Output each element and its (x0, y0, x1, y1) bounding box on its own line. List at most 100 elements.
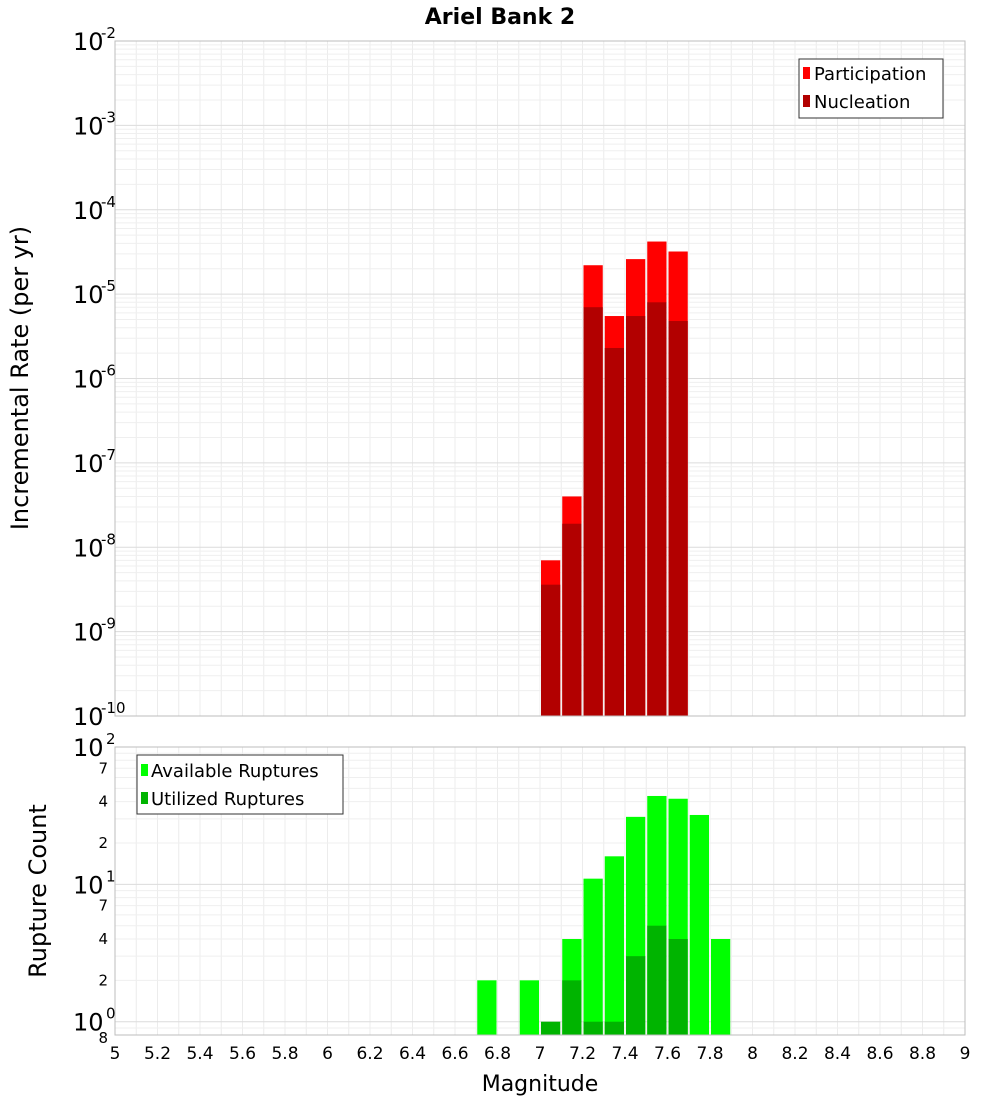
rate-grid (114, 41, 966, 717)
rate-y-tick-label: 10 (73, 534, 104, 562)
chart-title: Ariel Bank 2 (425, 5, 575, 30)
x-tick-label: 6.4 (399, 1044, 426, 1064)
rate-y-tick-label: 10 (73, 450, 104, 478)
x-tick-label: 5.8 (271, 1044, 298, 1064)
legend-label-utilized-ruptures: Utilized Ruptures (151, 789, 304, 810)
rate-y-tick-exponent: -10 (101, 699, 126, 717)
utilized-ruptures-bar (583, 1021, 603, 1035)
utilized-ruptures-bar (647, 925, 667, 1035)
x-tick-label: 7.4 (611, 1044, 638, 1064)
rate-y-tick-exponent: -3 (101, 108, 116, 126)
rate-bars (541, 241, 688, 717)
nucleation-bar (541, 584, 561, 716)
rate-y-tick-label: 10 (73, 619, 104, 647)
legend-swatch-available-ruptures (141, 764, 148, 776)
nucleation-bar (668, 321, 688, 716)
legend-swatch-utilized-ruptures (141, 792, 148, 804)
x-axis-label: Magnitude (482, 1072, 599, 1097)
rate-y-tick-label: 10 (73, 366, 104, 394)
nucleation-bar (626, 316, 646, 716)
available-ruptures-bar (519, 980, 539, 1035)
x-tick-label: 9 (960, 1044, 971, 1064)
x-tick-label: 6 (322, 1044, 333, 1064)
legend-swatch-nucleation (803, 95, 810, 107)
legend-swatch-participation (803, 67, 810, 79)
rate-y-tick-label: 10 (73, 703, 104, 731)
rate-legend-box (798, 58, 944, 119)
count-grid (114, 747, 966, 1036)
x-tick-label: 6.6 (441, 1044, 468, 1064)
utilized-ruptures-bar (541, 1021, 561, 1035)
rate-y-tick-label: 10 (73, 28, 104, 56)
available-ruptures-bar (583, 878, 603, 1035)
x-tick-label: 8.2 (781, 1044, 808, 1064)
count-legend: Available Ruptures Utilized Ruptures (136, 754, 344, 815)
rate-legend: Participation Nucleation (798, 58, 944, 119)
count-y-minor-tick-label: 4 (98, 930, 108, 948)
nucleation-bar (583, 307, 603, 716)
x-tick-label: 7.8 (696, 1044, 723, 1064)
x-tick-label: 7 (535, 1044, 546, 1064)
count-y-axis-label: Rupture Count (24, 804, 52, 978)
legend-label-available-ruptures: Available Ruptures (151, 761, 319, 782)
count-y-minor-tick-label: 2 (98, 834, 108, 852)
count-y-tick-label: 10 (73, 1009, 104, 1037)
rate-y-tick-exponent: -9 (101, 615, 116, 633)
count-y-minor-tick-label: 7 (98, 759, 108, 777)
rate-plot-frame (114, 40, 966, 717)
nucleation-bar (562, 523, 582, 716)
available-ruptures-bar (689, 814, 709, 1035)
rate-y-tick-exponent: -8 (101, 530, 116, 548)
nucleation-bar (647, 302, 667, 716)
x-tick-label: 8 (747, 1044, 758, 1064)
magnitude-x-ticks: 5 5.2 5.4 5.6 5.8 6 6.2 6.4 6.6 6.8 7 7.2 7.4 7.6 7.8 8… (110, 1044, 971, 1064)
count-y-minor-tick-label: 8 (98, 1029, 108, 1047)
available-ruptures-bar (711, 939, 731, 1035)
count-y-minor-tick-label: 2 (98, 971, 108, 989)
count-y-minor-tick-label: 4 (98, 793, 108, 811)
utilized-ruptures-bar (562, 980, 582, 1035)
count-y-tick-exponent: 1 (106, 867, 116, 885)
x-tick-label: 5.2 (144, 1044, 171, 1064)
rate-y-tick-exponent: -5 (101, 277, 116, 295)
x-tick-label: 8.8 (909, 1044, 936, 1064)
x-tick-label: 8.4 (824, 1044, 851, 1064)
utilized-ruptures-bar (626, 956, 646, 1035)
available-ruptures-bar (604, 856, 624, 1035)
count-y-tick-label: 10 (73, 871, 104, 899)
rate-y-axis-label: Incremental Rate (per yr) (6, 226, 34, 530)
rate-y-tick-exponent: -6 (101, 362, 116, 380)
legend-label-participation: Participation (814, 64, 926, 85)
x-tick-label: 6.8 (484, 1044, 511, 1064)
x-tick-label: 7.2 (569, 1044, 596, 1064)
count-y-tick-exponent: 0 (106, 1005, 116, 1023)
rate-y-tick-label: 10 (73, 197, 104, 225)
count-y-minor-tick-label: 7 (98, 897, 108, 915)
rate-y-tick-exponent: -4 (101, 193, 116, 211)
rate-y-tick-exponent: -7 (101, 446, 116, 464)
legend-label-nucleation: Nucleation (814, 92, 910, 113)
count-y-tick-exponent: 2 (106, 730, 116, 748)
rate-y-tick-exponent: -2 (101, 24, 116, 42)
rate-y-tick-label: 10 (73, 281, 104, 309)
rate-y-tick-label: 10 (73, 112, 104, 140)
count-bars (477, 795, 731, 1035)
count-plot-frame (114, 746, 966, 1036)
x-tick-label: 6.2 (356, 1044, 383, 1064)
available-ruptures-bar (477, 980, 497, 1035)
x-tick-label: 5.4 (186, 1044, 213, 1064)
count-y-tick-label: 10 (73, 734, 104, 762)
x-tick-label: 8.6 (866, 1044, 893, 1064)
count-legend-box (136, 754, 344, 815)
x-tick-label: 5.6 (229, 1044, 256, 1064)
utilized-ruptures-bar (604, 1021, 624, 1035)
x-tick-label: 7.6 (654, 1044, 681, 1064)
x-tick-label: 5 (110, 1044, 121, 1064)
utilized-ruptures-bar (668, 939, 688, 1035)
nucleation-bar (604, 347, 624, 716)
